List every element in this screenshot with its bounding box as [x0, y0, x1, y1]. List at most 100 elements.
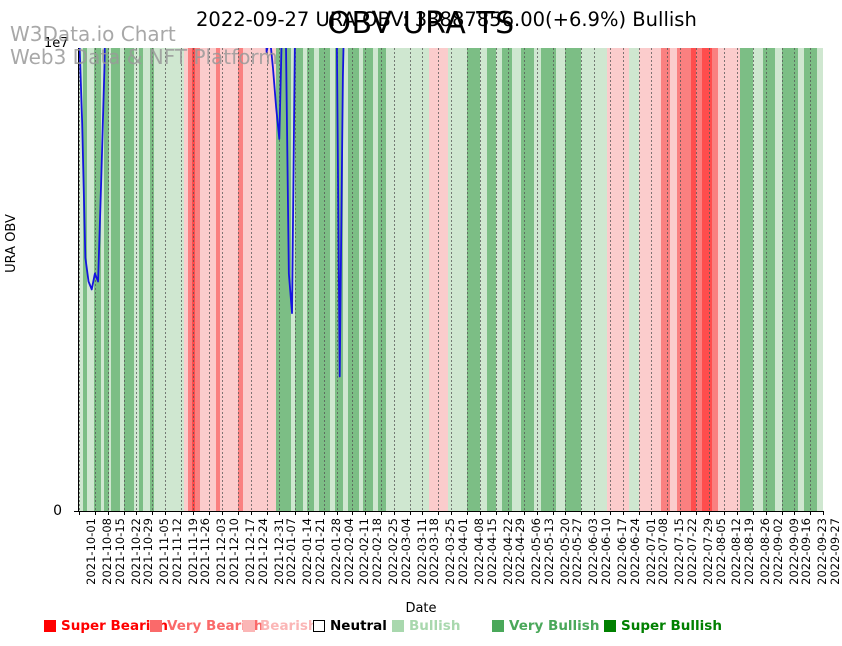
x-tick-mark	[123, 511, 125, 515]
legend-item[interactable]: Very Bearish	[150, 618, 264, 634]
legend-item[interactable]: Bullish	[392, 618, 460, 634]
y-tick-label: 0	[53, 503, 62, 519]
legend-item[interactable]: Neutral	[313, 618, 387, 634]
gridline	[381, 48, 383, 511]
legend-item[interactable]: Super Bearish	[44, 618, 168, 634]
sentiment-band	[581, 48, 607, 511]
sentiment-band	[386, 48, 429, 511]
gridline	[781, 48, 783, 511]
x-tick-label: 2022-01-21	[312, 518, 327, 585]
sentiment-band	[199, 48, 216, 511]
sentiment-band	[187, 48, 192, 511]
sentiment-band	[711, 48, 719, 511]
sentiment-band	[139, 48, 143, 511]
gridline	[695, 48, 697, 511]
x-tick-mark	[638, 511, 640, 515]
gridline	[393, 48, 395, 511]
gridline	[737, 48, 739, 511]
sentiment-band	[82, 48, 87, 511]
x-axis: 2021-10-01 2021-10-08 2021-10-15 2021-10-22…	[0, 511, 842, 621]
x-tick-label: 2022-05-13	[541, 518, 556, 585]
sentiment-band	[512, 48, 521, 511]
gridline	[524, 48, 526, 511]
x-tick-mark	[679, 511, 681, 515]
sentiment-band	[119, 48, 124, 511]
x-tick-mark	[451, 511, 452, 515]
gridline	[94, 48, 96, 511]
x-tick-mark	[737, 511, 739, 515]
x-tick-mark	[352, 511, 354, 515]
x-tick-mark	[438, 511, 440, 515]
x-tick-label: 2022-03-04	[398, 518, 413, 585]
legend-item[interactable]: Bearish	[243, 618, 318, 634]
sentiment-band	[565, 48, 582, 511]
gridline	[609, 48, 611, 511]
gridline	[594, 48, 596, 511]
legend-swatch-icon	[150, 620, 162, 632]
sentiment-band	[690, 48, 696, 511]
x-tick-mark	[667, 511, 669, 515]
gridline	[422, 48, 424, 511]
gridline	[651, 48, 653, 511]
x-tick-label: 2021-11-26	[198, 518, 213, 585]
x-tick-label: 2021-10-15	[112, 518, 127, 585]
x-tick-mark	[180, 511, 182, 515]
sentiment-band	[237, 48, 244, 511]
x-tick-mark	[222, 511, 224, 515]
legend-label: Super Bearish	[61, 618, 168, 634]
x-tick-label: 2022-06-10	[599, 518, 614, 585]
x-tick-label: 2021-12-24	[255, 518, 270, 585]
x-tick-mark	[622, 511, 624, 515]
x-tick-label: 2022-05-27	[570, 518, 585, 585]
gridline	[250, 48, 252, 511]
gridline	[180, 48, 182, 511]
sentiment-band	[638, 48, 661, 511]
legend-item[interactable]: Very Bullish	[492, 618, 599, 634]
legend-item[interactable]: Super Bullish	[604, 618, 722, 634]
y-tick-mark	[74, 511, 78, 512]
sentiment-band	[183, 48, 188, 511]
sentiment-band	[295, 48, 303, 511]
x-tick-label: 2022-07-22	[684, 518, 699, 585]
legend-swatch-icon	[44, 620, 56, 632]
x-tick-mark	[307, 511, 309, 515]
x-tick-mark	[552, 511, 554, 515]
gridline	[79, 48, 80, 511]
sentiment-band	[775, 48, 782, 511]
sentiment-band	[797, 48, 804, 511]
x-tick-label: 2022-08-26	[758, 518, 773, 585]
x-tick-label: 2022-02-18	[370, 518, 385, 585]
sentiment-band	[803, 48, 817, 511]
x-tick-label: 2022-08-19	[742, 518, 757, 585]
x-tick-mark	[266, 511, 268, 515]
sentiment-band	[358, 48, 364, 511]
x-tick-label: 2022-01-07	[284, 518, 299, 585]
x-tick-mark	[765, 511, 767, 515]
gridline	[753, 48, 755, 511]
gridline	[209, 48, 211, 511]
legend-swatch-icon	[604, 620, 616, 632]
sentiment-band	[154, 48, 184, 511]
gridline	[279, 48, 281, 511]
gridline	[409, 48, 411, 511]
x-tick-label: 2021-12-17	[242, 518, 257, 585]
gridline	[708, 48, 710, 511]
sentiment-band	[220, 48, 238, 511]
page-title: OBV URA TS	[327, 6, 515, 41]
x-tick-mark	[495, 511, 497, 515]
x-tick-label: 2022-08-05	[713, 518, 728, 585]
x-tick-label: 2022-06-17	[614, 518, 629, 585]
sentiment-band	[447, 48, 467, 511]
x-tick-mark	[250, 511, 252, 515]
sentiment-band	[123, 48, 134, 511]
sentiment-band	[740, 48, 754, 511]
x-tick-label: 2022-07-08	[656, 518, 671, 585]
latest-value-annotation: 2022-09-27 URA OBV: 33887856.00(+6.9%) B…	[196, 8, 697, 31]
x-tick-mark	[365, 511, 367, 515]
x-tick-label: 2022-04-29	[513, 518, 528, 585]
legend-swatch-icon	[492, 620, 504, 632]
x-tick-mark	[237, 511, 239, 515]
x-tick-mark	[295, 511, 297, 515]
gridline	[237, 48, 239, 511]
gridline	[352, 48, 354, 511]
